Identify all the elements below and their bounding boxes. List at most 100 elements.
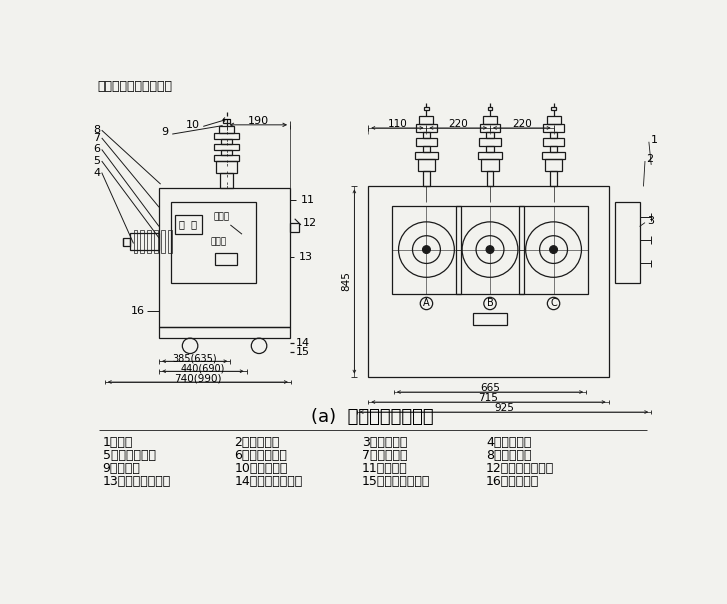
Bar [547, 117, 561, 124]
Bar [219, 126, 234, 133]
Text: 3、操动机构: 3、操动机构 [362, 435, 408, 449]
Bar [423, 171, 430, 187]
Bar [148, 230, 151, 254]
Text: 2: 2 [646, 155, 654, 164]
Bar [214, 155, 239, 161]
Text: 15、手动分闸拉环: 15、手动分闸拉环 [362, 475, 430, 488]
Bar [422, 132, 430, 138]
Bar [221, 140, 232, 144]
Text: 五、外形及安装尺寸：: 五、外形及安装尺寸： [97, 80, 172, 93]
Bar [169, 230, 172, 254]
Bar [545, 159, 562, 171]
Text: 14、手动合闸拉环: 14、手动合闸拉环 [234, 475, 302, 488]
Bar [478, 152, 502, 159]
Text: 110: 110 [387, 119, 407, 129]
Bar [124, 238, 129, 246]
Text: 分  合: 分 合 [179, 219, 197, 229]
Bar [615, 202, 640, 283]
Bar [456, 206, 524, 294]
Text: 845: 845 [341, 272, 351, 292]
Bar [544, 124, 563, 132]
Text: 9: 9 [161, 127, 169, 137]
Circle shape [422, 246, 430, 254]
Bar [542, 138, 564, 146]
Text: 5: 5 [93, 156, 100, 166]
Text: 3: 3 [647, 216, 654, 226]
Bar [214, 144, 239, 150]
Text: A: A [423, 298, 430, 309]
Text: 715: 715 [478, 393, 499, 403]
Bar [393, 206, 460, 294]
Text: 6、电流互感器: 6、电流互感器 [234, 449, 287, 461]
Bar [174, 215, 201, 234]
Bar [154, 230, 158, 254]
Text: 12、手动储能手柄: 12、手动储能手柄 [486, 462, 555, 475]
Bar [550, 171, 557, 187]
Bar [418, 159, 435, 171]
Bar [481, 159, 499, 171]
Bar [221, 150, 232, 155]
Text: 10: 10 [185, 120, 199, 130]
Bar [140, 230, 145, 254]
Bar [550, 146, 558, 152]
Text: ←: ← [222, 115, 231, 125]
Bar [223, 120, 230, 123]
Text: 15: 15 [296, 347, 310, 357]
Text: 925: 925 [494, 403, 514, 413]
Bar [486, 146, 494, 152]
Text: 190: 190 [248, 116, 269, 126]
Text: B: B [486, 298, 494, 309]
Text: 6: 6 [93, 144, 100, 155]
Bar [220, 173, 233, 188]
Circle shape [550, 246, 558, 254]
Text: 16: 16 [131, 306, 145, 316]
Bar [550, 132, 558, 138]
Circle shape [486, 246, 494, 254]
Bar [486, 132, 494, 138]
Bar [542, 152, 565, 159]
Bar [159, 188, 290, 327]
Text: 13: 13 [299, 252, 313, 262]
Bar [171, 202, 256, 283]
Text: 13、操动机构铭牌: 13、操动机构铭牌 [103, 475, 171, 488]
Bar [161, 230, 165, 254]
Text: 2、产品铭牌: 2、产品铭牌 [234, 435, 280, 449]
Text: 已储能: 已储能 [213, 213, 229, 222]
Bar [415, 152, 438, 159]
Text: 16、接地螺栓: 16、接地螺栓 [486, 475, 539, 488]
Text: 385(635): 385(635) [172, 353, 217, 363]
Text: 1: 1 [651, 135, 657, 145]
Bar [419, 117, 433, 124]
Text: 665: 665 [480, 383, 500, 393]
Bar [215, 254, 236, 265]
Text: 11: 11 [301, 194, 315, 205]
Text: 220: 220 [449, 119, 468, 129]
Bar [134, 230, 137, 254]
Text: 8: 8 [93, 125, 100, 135]
Text: 740(990): 740(990) [174, 374, 222, 384]
Text: 440(690): 440(690) [181, 363, 225, 373]
Bar [417, 124, 436, 132]
Text: 9、绝缘筒: 9、绝缘筒 [103, 462, 140, 475]
Text: 4: 4 [93, 167, 100, 178]
Bar [480, 124, 500, 132]
Bar [479, 138, 501, 146]
Bar [551, 107, 556, 110]
Text: C: C [550, 298, 557, 309]
Bar [483, 117, 497, 124]
Text: 11、后盖板: 11、后盖板 [362, 462, 408, 475]
Text: 14: 14 [296, 338, 310, 348]
Bar [416, 138, 438, 146]
Text: 4、接线端子: 4、接线端子 [486, 435, 531, 449]
Bar [487, 171, 493, 187]
Bar [159, 327, 290, 338]
Bar [422, 146, 430, 152]
Text: (a)  外形图及外形尺寸: (a) 外形图及外形尺寸 [311, 408, 433, 426]
Text: 5、绝缘导电杆: 5、绝缘导电杆 [103, 449, 156, 461]
Text: 7: 7 [93, 133, 100, 143]
Bar [473, 313, 507, 325]
Text: 220: 220 [512, 119, 531, 129]
Bar [290, 223, 300, 232]
Bar [129, 233, 159, 250]
Text: 12: 12 [303, 219, 318, 228]
